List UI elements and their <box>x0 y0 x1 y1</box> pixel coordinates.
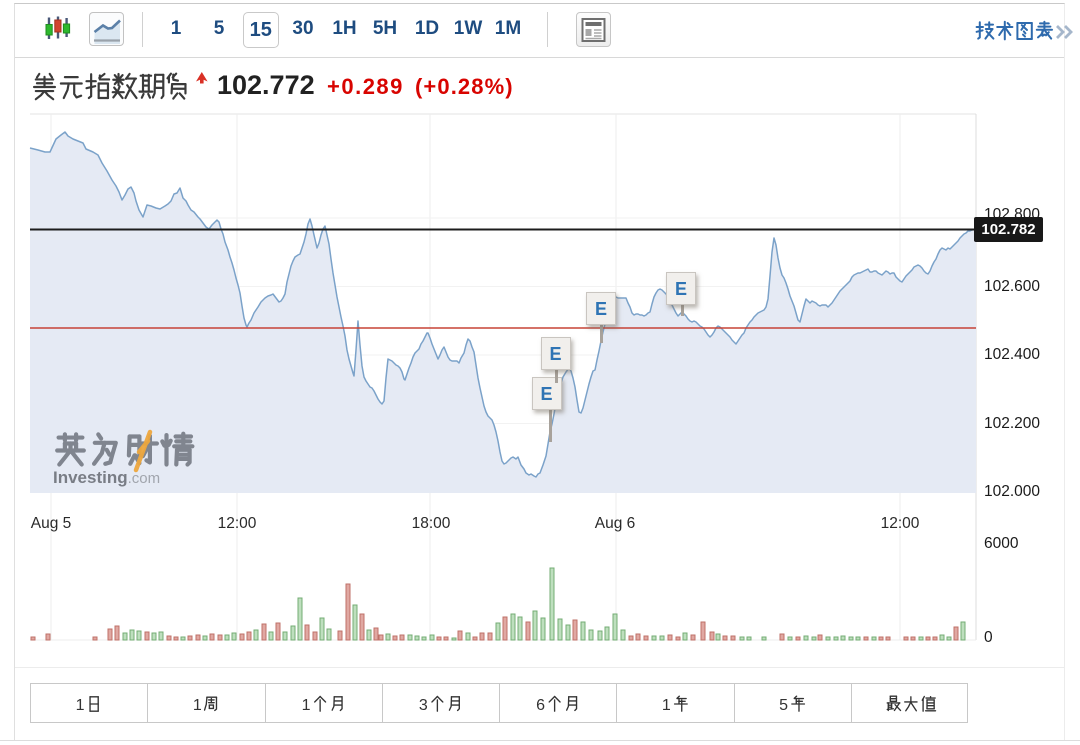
svg-text:1: 1 <box>193 697 202 714</box>
svg-text:1: 1 <box>302 697 311 714</box>
svg-text:3: 3 <box>419 697 428 714</box>
svg-text:1: 1 <box>662 697 671 714</box>
svg-text:5: 5 <box>779 697 788 714</box>
svg-text:6: 6 <box>536 697 545 714</box>
svg-text:1: 1 <box>76 697 85 714</box>
